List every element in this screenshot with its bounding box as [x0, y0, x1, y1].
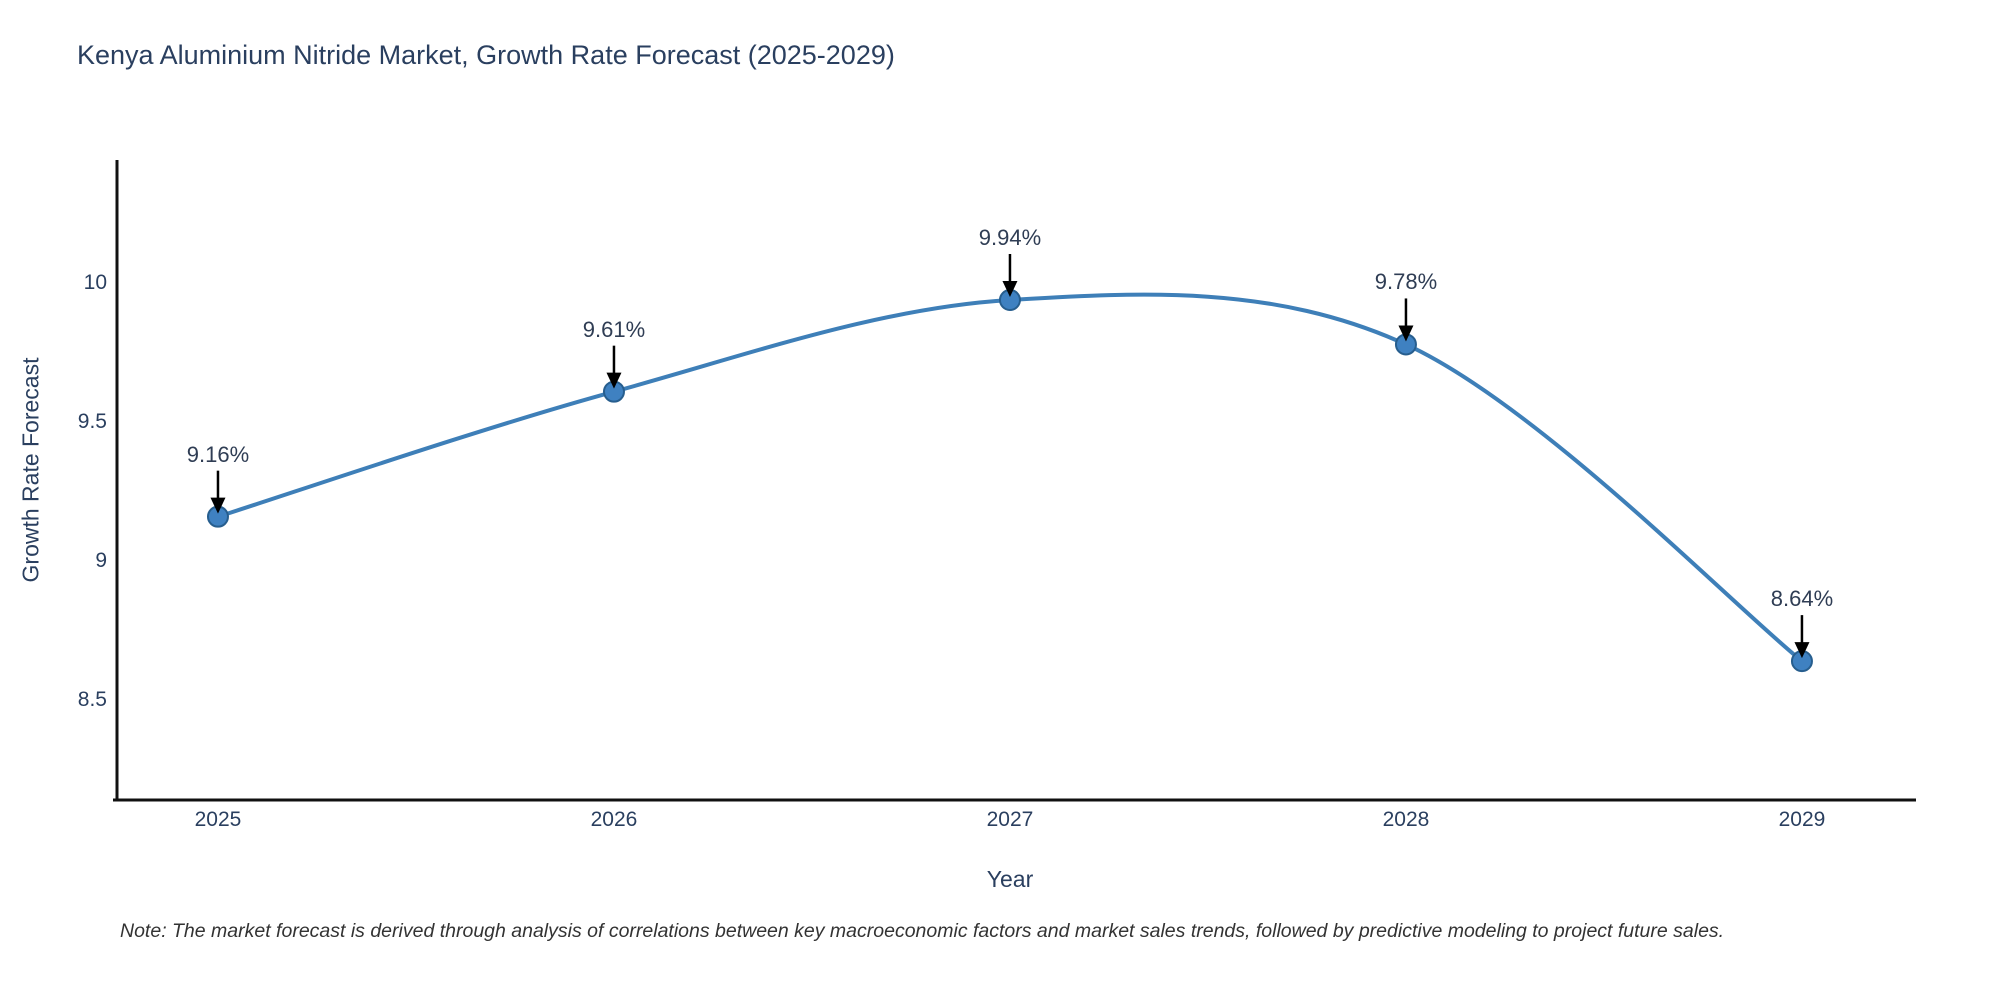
x-axis-title: Year	[986, 866, 1034, 892]
chart-title: Kenya Aluminium Nitride Market, Growth R…	[77, 40, 895, 70]
x-tick-label: 2029	[1778, 808, 1826, 831]
point-annotation: 9.94%	[978, 225, 1042, 250]
y-tick-label: 10	[83, 271, 107, 295]
annotation-arrowhead-icon	[1398, 325, 1414, 342]
y-tick-label: 8.5	[77, 688, 107, 711]
x-tick-label: 2028	[1382, 808, 1430, 831]
annotation-arrowhead-icon	[210, 497, 226, 514]
annotation-arrowhead-icon	[1002, 281, 1018, 297]
x-tick-label: 2026	[590, 808, 638, 831]
point-annotation: 9.78%	[1374, 269, 1438, 295]
y-tick-label: 9.5	[77, 410, 107, 434]
y-tick-label: 9	[95, 549, 107, 573]
forecast-line	[217, 292, 1804, 663]
annotation-arrowhead-icon	[606, 372, 622, 389]
annotation-arrowhead-icon	[1794, 642, 1810, 659]
x-tick-label: 2027	[986, 808, 1034, 831]
point-annotation: 9.16%	[186, 441, 250, 467]
footnote: Note: The market forecast is derived thr…	[120, 920, 1725, 942]
point-annotation: 8.64%	[1770, 586, 1834, 612]
point-annotation: 9.61%	[582, 316, 646, 342]
x-tick-label: 2025	[194, 808, 242, 831]
